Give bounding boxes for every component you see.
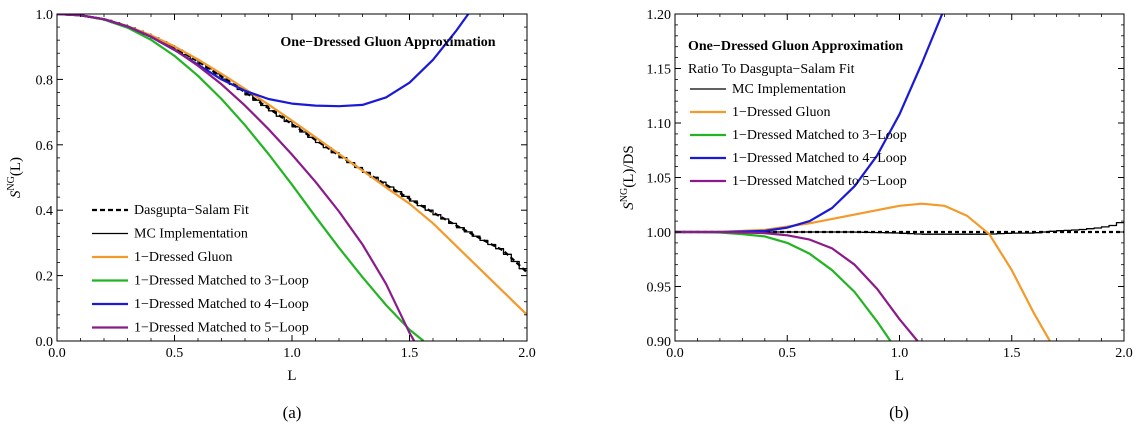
chart-annotation: One−Dressed Gluon Approximation (688, 39, 903, 54)
panel-caption: (b) (889, 403, 909, 422)
x-axis-title: L (895, 368, 904, 384)
y-tick-label: 1.15 (647, 63, 672, 78)
y-tick-label: 0.2 (36, 270, 54, 285)
y-axis-title-main: S (8, 190, 24, 198)
y-axis-title-sup: NG (619, 188, 630, 202)
y-axis-title: SNG(L) (6, 157, 24, 198)
legend-label: 1−Dressed Matched to 3−Loop (732, 128, 907, 143)
x-tick-label: 1.5 (401, 346, 419, 361)
y-tick-label: 0.6 (36, 139, 54, 154)
legend-label: MC Implementation (134, 227, 248, 242)
legend-label: Dasgupta−Salam Fit (134, 203, 249, 218)
series-line-4 (57, 14, 470, 108)
y-tick-label: 1.10 (647, 117, 672, 132)
y-tick-label: 0.8 (36, 73, 54, 88)
legend-label: 1−Dressed Matched to 3−Loop (134, 274, 309, 289)
x-tick-label: 0.0 (48, 346, 66, 361)
chart-panel-1: 0.0 0.5 1.0 1.5 2.0 0.90 0.95 1.00 1.05 1.10 1.15 1… (619, 8, 1133, 422)
series-line-5 (675, 230, 919, 341)
x-tick-label: 1.0 (283, 346, 301, 361)
x-tick-label: 1.5 (1003, 346, 1021, 361)
series-line-2 (57, 14, 527, 316)
legend-label: 1−Dressed Matched to 4−Loop (732, 151, 907, 166)
legend-label: 1−Dressed Matched to 4−Loop (134, 297, 309, 312)
x-tick-label: 2.0 (518, 346, 536, 361)
y-tick-label: 1.05 (647, 172, 672, 187)
y-tick-label: 0.90 (647, 335, 672, 350)
series-line-3 (675, 230, 892, 341)
series-line-4 (675, 14, 944, 234)
y-tick-label: 1.0 (36, 8, 54, 23)
x-tick-label: 0.0 (666, 346, 684, 361)
legend-label: 1−Dressed Matched to 5−Loop (732, 174, 907, 189)
y-tick-label: 1.20 (647, 8, 672, 23)
plot-frame (56, 13, 528, 342)
y-axis-title-sup: NG (6, 176, 17, 190)
legend-label: MC Implementation (732, 82, 846, 97)
chart-panel-0: 0.0 0.5 1.0 1.5 2.0 0.0 0.2 0.4 0.6 0.8 1.0 L SNG(L)… (6, 8, 536, 422)
y-axis-title-tail: (L) (8, 157, 24, 176)
legend-label: 1−Dressed Gluon (732, 105, 831, 120)
x-tick-label: 0.5 (166, 346, 184, 361)
series-group (57, 14, 527, 341)
y-axis-title-main: S (621, 202, 637, 210)
series-line-3 (57, 14, 425, 341)
legend-label: 1−Dressed Gluon (134, 250, 233, 265)
series-line-1 (57, 14, 527, 270)
y-tick-label: 0.95 (647, 281, 672, 296)
x-tick-label: 2.0 (1115, 346, 1133, 361)
series-group (675, 14, 1124, 341)
series-line-5 (57, 14, 416, 341)
panel-caption: (a) (283, 403, 302, 422)
chart-annotation: Ratio To Dasgupta−Salam Fit (688, 62, 855, 77)
y-tick-label: 0.4 (36, 204, 54, 219)
y-axis-title-tail: (L)/DS (621, 145, 637, 188)
x-tick-label: 0.5 (779, 346, 797, 361)
chart-annotation: One−Dressed Gluon Approximation (280, 35, 495, 50)
x-axis-title: L (287, 368, 296, 384)
y-tick-label: 1.00 (647, 226, 672, 241)
y-tick-label: 0.0 (36, 335, 54, 350)
legend-label: 1−Dressed Matched to 5−Loop (134, 321, 309, 336)
x-tick-label: 1.0 (891, 346, 909, 361)
series-line-1 (675, 221, 1124, 235)
y-axis-title: SNG(L)/DS (619, 145, 637, 209)
